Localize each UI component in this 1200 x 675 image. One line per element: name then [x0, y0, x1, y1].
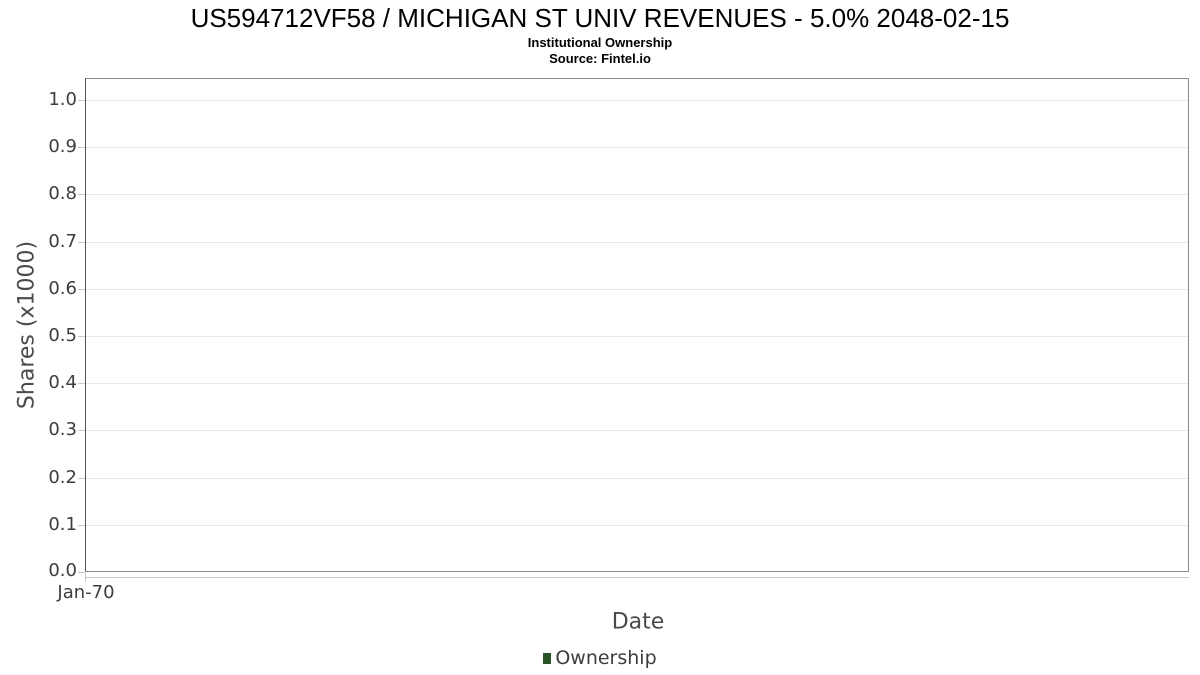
- y-tick-mark: [78, 194, 85, 195]
- x-tick-label: Jan-70: [57, 582, 115, 603]
- y-tick-label: 0.8: [48, 183, 77, 204]
- x-axis-line: [85, 577, 1189, 578]
- y-tick-label: 0.6: [48, 278, 77, 299]
- y-tick-label: 0.5: [48, 325, 77, 346]
- y-tick-mark: [78, 336, 85, 337]
- y-tick-mark: [78, 242, 85, 243]
- y-tick-mark: [78, 572, 85, 573]
- gridline: [86, 100, 1188, 101]
- y-tick-label: 1.0: [48, 89, 77, 110]
- y-tick-label: 0.7: [48, 231, 77, 252]
- gridline: [86, 430, 1188, 431]
- legend: Ownership: [0, 647, 1200, 670]
- legend-marker-icon: [543, 653, 552, 664]
- plot-area: [85, 78, 1189, 572]
- y-tick-label: 0.4: [48, 372, 77, 393]
- y-tick-label: 0.3: [48, 419, 77, 440]
- gridline: [86, 147, 1188, 148]
- y-tick-label: 0.2: [48, 467, 77, 488]
- gridline: [86, 289, 1188, 290]
- chart-subtitle: Institutional Ownership: [527, 35, 673, 50]
- x-axis-title: Date: [611, 609, 665, 635]
- y-tick-mark: [78, 100, 85, 101]
- gridline: [86, 383, 1188, 384]
- gridline: [86, 525, 1188, 526]
- y-tick-mark: [78, 383, 85, 384]
- y-tick-label: 0.9: [48, 136, 77, 157]
- gridline: [86, 336, 1188, 337]
- legend-label: Ownership: [555, 647, 657, 669]
- y-tick-label: 0.1: [48, 514, 77, 535]
- y-tick-mark: [78, 289, 85, 290]
- y-tick-mark: [78, 147, 85, 148]
- y-tick-mark: [78, 478, 85, 479]
- gridline: [86, 478, 1188, 479]
- y-tick-mark: [78, 430, 85, 431]
- x-tick-mark: [85, 573, 86, 582]
- gridline: [86, 194, 1188, 195]
- y-tick-label: 0.0: [48, 560, 77, 581]
- chart-source: Source: Fintel.io: [549, 51, 651, 66]
- chart-title: US594712VF58 / MICHIGAN ST UNIV REVENUES…: [190, 3, 1010, 33]
- gridline: [86, 242, 1188, 243]
- legend-item-ownership[interactable]: Ownership: [543, 647, 657, 670]
- y-tick-mark: [78, 525, 85, 526]
